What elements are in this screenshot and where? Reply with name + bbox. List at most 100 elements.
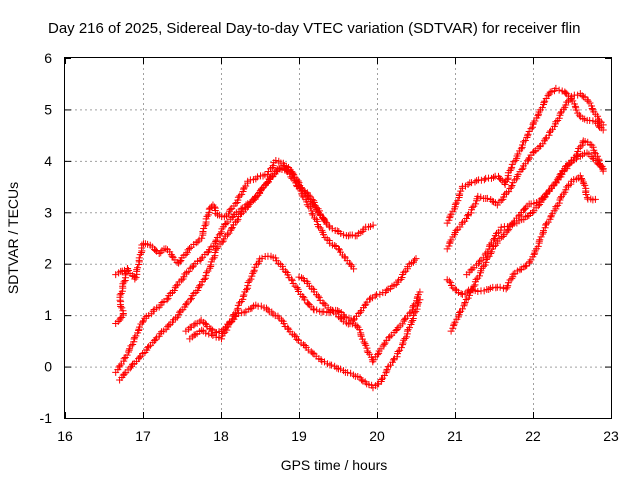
data-point bbox=[298, 274, 306, 282]
data-point bbox=[309, 211, 317, 219]
data-point bbox=[305, 195, 313, 203]
y-tick-label: 2 bbox=[44, 256, 52, 272]
series-track-9 bbox=[443, 172, 599, 298]
data-point bbox=[162, 245, 170, 253]
data-point bbox=[364, 348, 372, 356]
data-point bbox=[160, 297, 168, 305]
data-point bbox=[353, 322, 361, 330]
data-point bbox=[552, 203, 560, 211]
data-point bbox=[552, 118, 560, 126]
data-point bbox=[589, 143, 597, 151]
data-point bbox=[269, 162, 277, 170]
data-point bbox=[357, 376, 365, 384]
data-point bbox=[202, 329, 210, 337]
data-point bbox=[556, 194, 564, 202]
data-point bbox=[305, 202, 313, 210]
data-point bbox=[328, 361, 336, 369]
data-point bbox=[198, 234, 206, 242]
data-point bbox=[394, 348, 402, 356]
series-track-3 bbox=[116, 164, 330, 384]
data-point bbox=[485, 286, 493, 293]
data-point bbox=[556, 109, 564, 117]
data-point bbox=[514, 171, 522, 179]
data-point bbox=[357, 332, 365, 340]
data-point bbox=[567, 92, 575, 100]
data-point bbox=[172, 282, 180, 290]
series-track-1 bbox=[112, 157, 377, 283]
data-point bbox=[380, 371, 388, 379]
series-track-10 bbox=[447, 137, 607, 335]
data-point bbox=[474, 287, 482, 295]
data-point bbox=[344, 232, 352, 240]
data-point bbox=[284, 166, 292, 174]
data-point bbox=[546, 88, 554, 96]
data-point bbox=[463, 212, 471, 220]
data-point bbox=[138, 241, 146, 249]
series-track-5 bbox=[186, 252, 420, 343]
data-point bbox=[474, 192, 482, 200]
data-point bbox=[278, 262, 286, 270]
data-point bbox=[225, 229, 233, 237]
data-point bbox=[468, 203, 476, 211]
data-point bbox=[307, 204, 315, 212]
x-tick-label: 21 bbox=[447, 428, 463, 444]
data-point bbox=[242, 286, 250, 294]
data-point bbox=[313, 207, 321, 215]
data-point bbox=[289, 169, 297, 177]
data-point bbox=[537, 233, 545, 241]
data-point bbox=[191, 331, 199, 339]
y-tick-label: 0 bbox=[44, 359, 52, 375]
plot-frame bbox=[64, 57, 612, 419]
data-point bbox=[555, 199, 563, 207]
data-point bbox=[443, 245, 451, 253]
data-point bbox=[539, 230, 547, 238]
data-point bbox=[230, 310, 238, 318]
data-point bbox=[383, 286, 391, 294]
data-point bbox=[181, 270, 189, 278]
data-point bbox=[542, 220, 550, 228]
data-point bbox=[542, 94, 550, 102]
data-point bbox=[196, 318, 204, 326]
series-track-12 bbox=[463, 149, 607, 279]
data-point bbox=[555, 114, 563, 122]
data-point bbox=[336, 314, 344, 322]
data-point bbox=[123, 351, 131, 359]
data-point bbox=[503, 175, 511, 183]
data-point bbox=[120, 370, 128, 378]
data-point bbox=[206, 264, 214, 272]
data-point bbox=[447, 327, 455, 335]
data-point bbox=[350, 316, 358, 324]
data-point bbox=[314, 223, 322, 231]
data-point bbox=[320, 308, 328, 316]
data-point bbox=[328, 225, 336, 233]
data-point bbox=[409, 302, 417, 310]
data-point bbox=[447, 210, 455, 218]
data-point bbox=[131, 334, 139, 342]
data-point bbox=[540, 194, 548, 202]
data-point bbox=[508, 163, 516, 171]
data-point bbox=[555, 173, 563, 181]
data-point bbox=[223, 326, 231, 334]
data-point bbox=[250, 266, 258, 274]
data-point bbox=[580, 180, 588, 188]
data-point bbox=[203, 212, 211, 220]
data-point bbox=[202, 272, 210, 280]
data-point bbox=[554, 176, 562, 184]
data-point bbox=[128, 360, 136, 368]
data-point bbox=[547, 127, 555, 135]
data-point bbox=[209, 255, 217, 263]
data-point bbox=[341, 253, 349, 261]
data-point bbox=[408, 318, 416, 326]
data-point bbox=[139, 318, 147, 326]
data-point bbox=[531, 117, 539, 125]
data-point bbox=[528, 123, 536, 131]
data-point bbox=[117, 298, 125, 306]
data-point bbox=[151, 336, 159, 344]
data-point bbox=[284, 324, 292, 332]
data-point bbox=[281, 267, 289, 275]
data-point bbox=[500, 179, 508, 187]
data-point bbox=[320, 231, 328, 239]
data-point bbox=[240, 309, 248, 317]
data-point bbox=[386, 333, 394, 341]
data-point bbox=[313, 306, 321, 314]
